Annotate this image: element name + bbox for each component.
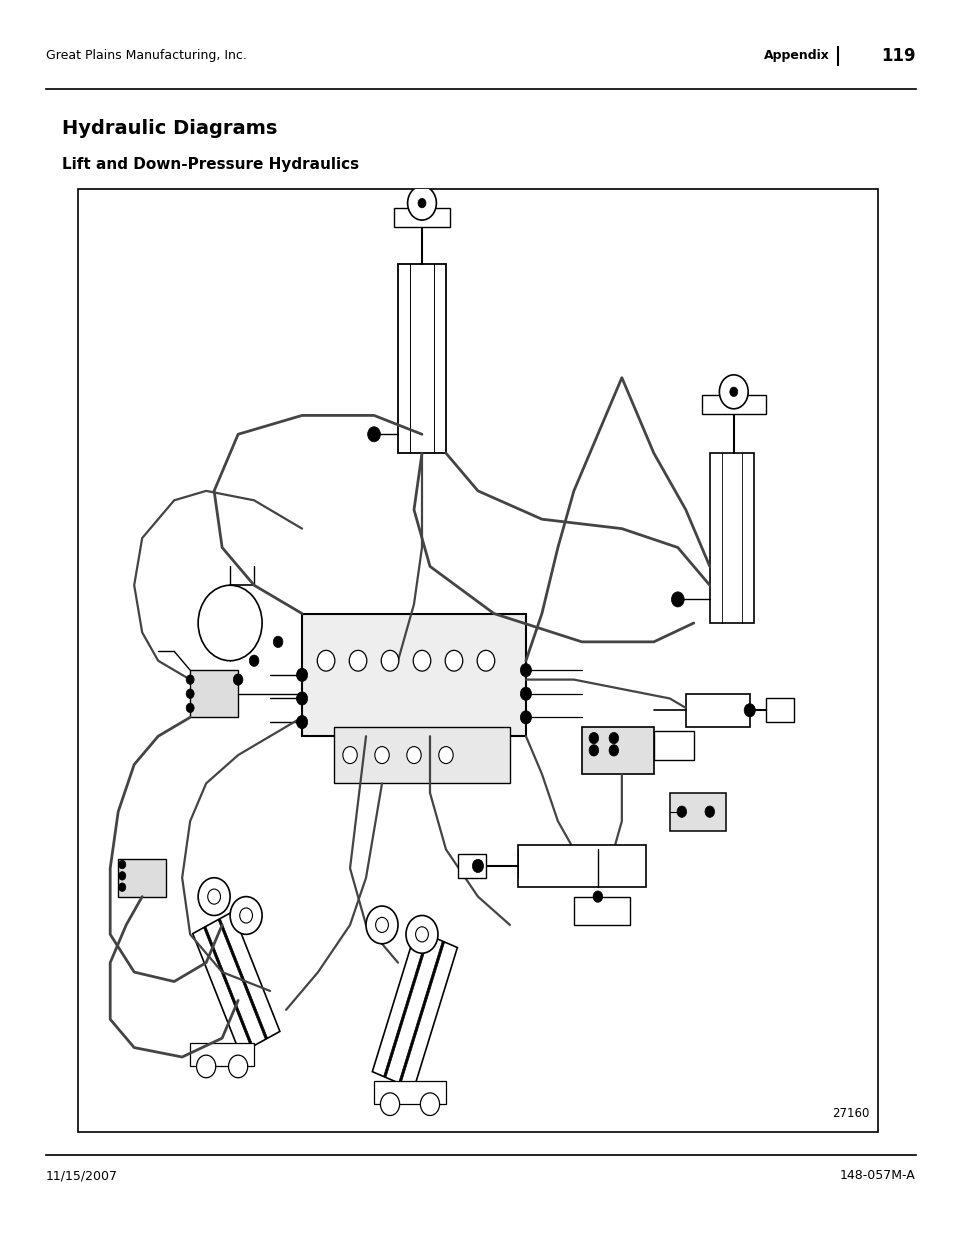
Bar [383, 935, 429, 1077]
Circle shape [519, 663, 531, 677]
Circle shape [196, 1055, 215, 1078]
Circle shape [608, 732, 618, 743]
Circle shape [445, 651, 462, 671]
Circle shape [406, 915, 437, 953]
Text: Hydraulic Diagrams: Hydraulic Diagrams [62, 119, 277, 138]
Circle shape [230, 897, 262, 935]
Circle shape [406, 747, 421, 763]
Bar [685, 694, 749, 726]
Circle shape [381, 651, 398, 671]
Circle shape [472, 860, 483, 873]
Text: 148-057M-A: 148-057M-A [840, 1170, 915, 1182]
Circle shape [239, 908, 253, 923]
Circle shape [729, 387, 737, 396]
Circle shape [438, 747, 453, 763]
Text: 11/15/2007: 11/15/2007 [46, 1170, 117, 1182]
Bar [203, 926, 253, 1047]
Circle shape [677, 806, 686, 818]
Circle shape [367, 427, 380, 442]
Bar [709, 453, 753, 622]
Bar [190, 671, 238, 718]
Circle shape [118, 861, 126, 868]
Circle shape [743, 704, 755, 716]
Circle shape [273, 636, 283, 647]
Circle shape [608, 745, 618, 756]
Circle shape [198, 878, 230, 915]
Bar [193, 911, 279, 1053]
Bar [302, 614, 525, 736]
Circle shape [407, 186, 436, 220]
Bar [701, 395, 765, 414]
Circle shape [118, 883, 126, 892]
Text: Lift and Down-Pressure Hydraulics: Lift and Down-Pressure Hydraulics [62, 157, 358, 172]
Text: Great Plains Manufacturing, Inc.: Great Plains Manufacturing, Inc. [46, 49, 247, 62]
Bar [118, 858, 166, 897]
Circle shape [186, 689, 194, 699]
Circle shape [671, 592, 683, 606]
Text: 27160: 27160 [831, 1108, 869, 1120]
Circle shape [380, 1093, 399, 1115]
Circle shape [476, 651, 495, 671]
Circle shape [208, 889, 220, 904]
Circle shape [519, 687, 531, 700]
Circle shape [420, 1093, 439, 1115]
Bar [190, 1042, 253, 1067]
Circle shape [296, 715, 308, 729]
Circle shape [416, 926, 428, 942]
Circle shape [249, 655, 258, 667]
Bar [765, 699, 793, 722]
Circle shape [413, 651, 431, 671]
Bar [218, 919, 267, 1040]
Circle shape [229, 1055, 248, 1078]
Bar [374, 1081, 445, 1104]
Circle shape [296, 692, 308, 705]
Circle shape [342, 747, 356, 763]
Bar [457, 855, 485, 878]
Circle shape [519, 710, 531, 724]
Circle shape [118, 872, 126, 881]
Bar [78, 189, 877, 1132]
Bar [574, 897, 629, 925]
Circle shape [719, 375, 747, 409]
Circle shape [296, 668, 308, 682]
Bar [398, 941, 444, 1084]
Bar [653, 731, 693, 760]
Text: Appendix: Appendix [763, 49, 829, 62]
Bar [517, 845, 645, 887]
Circle shape [375, 747, 389, 763]
Circle shape [186, 703, 194, 713]
Circle shape [417, 199, 426, 207]
Bar [394, 207, 450, 227]
Bar [334, 726, 510, 783]
Circle shape [366, 906, 397, 944]
Bar [372, 930, 456, 1089]
Circle shape [593, 890, 602, 903]
Bar [397, 264, 445, 453]
Text: 119: 119 [881, 47, 915, 64]
Circle shape [588, 745, 598, 756]
Bar [669, 793, 725, 831]
Circle shape [317, 651, 335, 671]
Circle shape [349, 651, 367, 671]
Circle shape [186, 674, 194, 684]
Circle shape [588, 732, 598, 743]
Circle shape [233, 674, 243, 685]
Circle shape [375, 918, 388, 932]
Bar [581, 726, 653, 774]
Circle shape [704, 806, 714, 818]
Circle shape [198, 585, 262, 661]
